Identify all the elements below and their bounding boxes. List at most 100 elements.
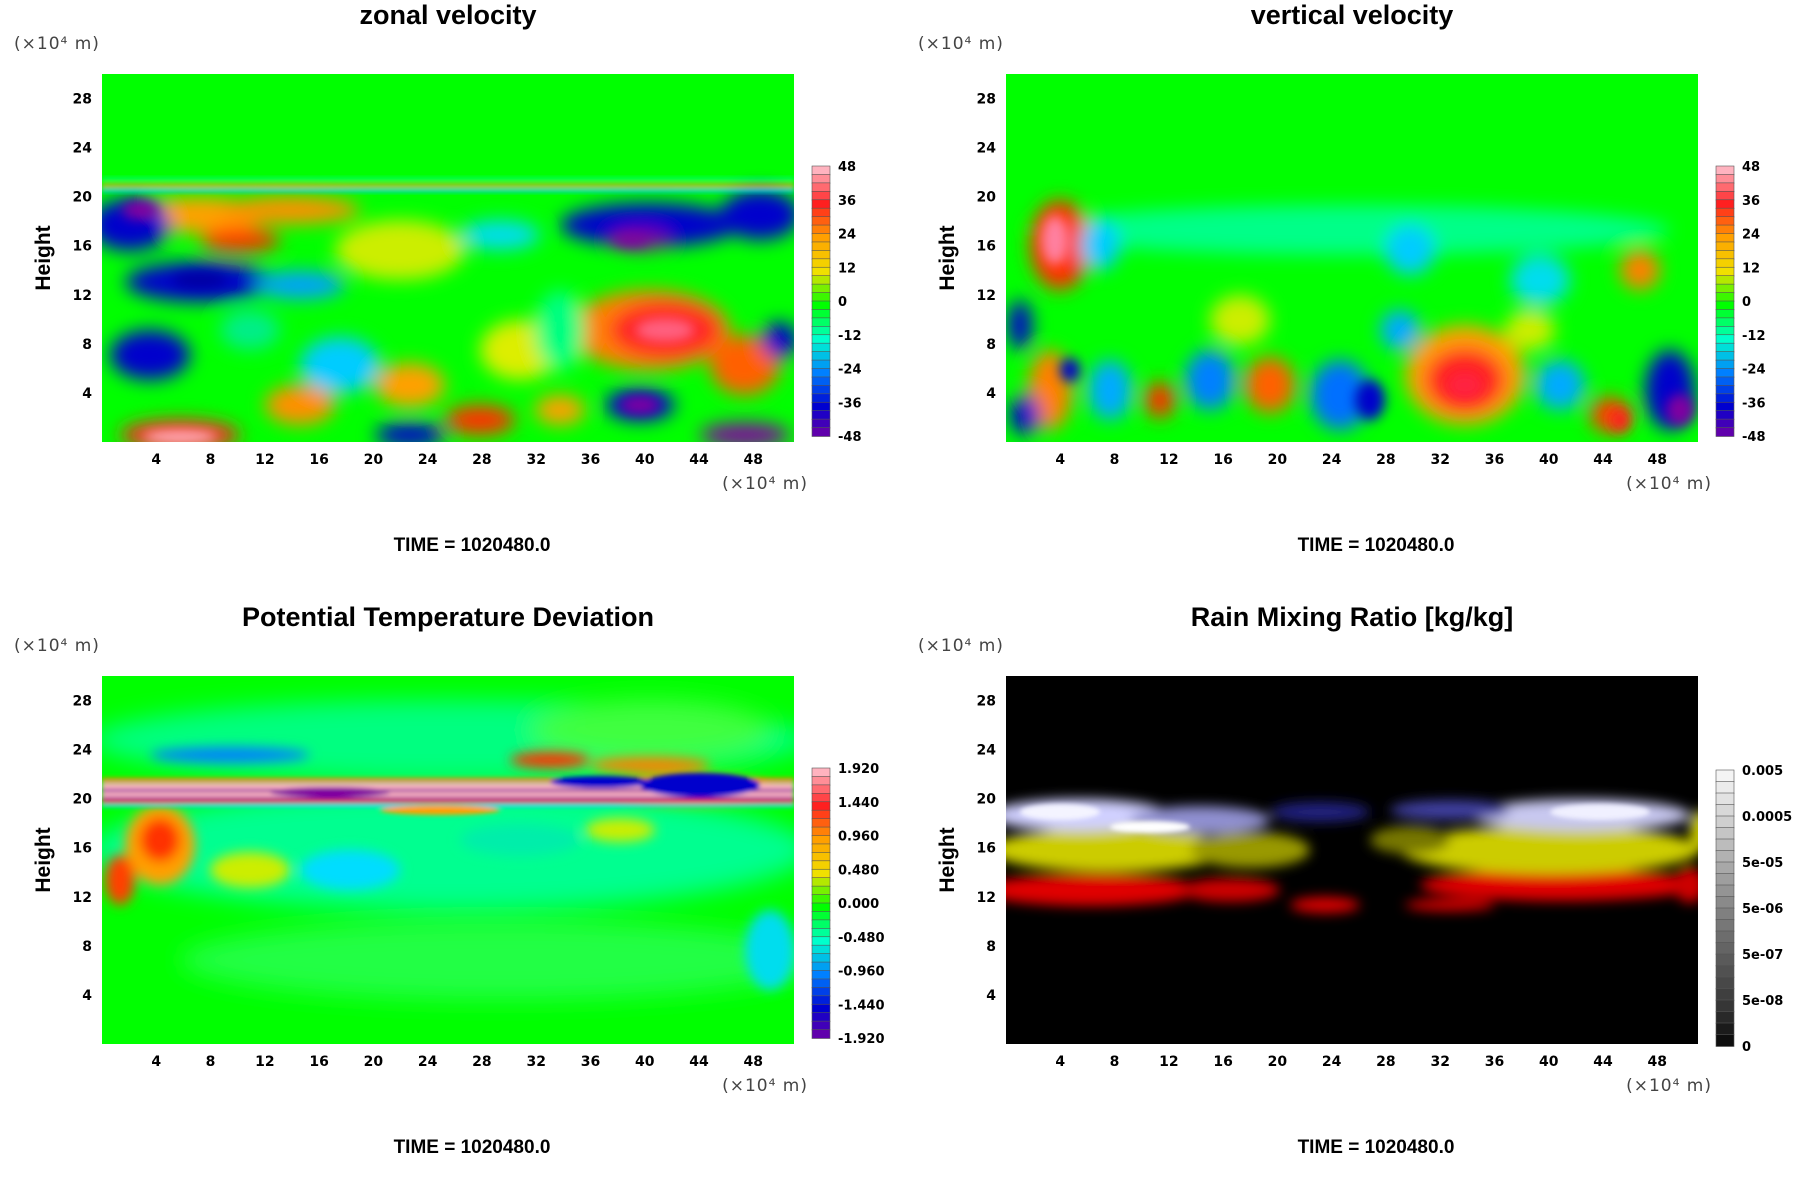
colorbar-label: 0.480	[838, 863, 879, 878]
colorbar-band	[1715, 861, 1735, 875]
y-tick-label: 8	[82, 939, 92, 955]
rain-mixing-ratio-panel: Rain Mixing Ratio [kg/kg] (×10⁴ m) Heigh…	[918, 602, 1792, 1158]
colorbar-label: 12	[838, 261, 856, 276]
colorbar-band	[811, 342, 831, 353]
colorbar-label: 0	[838, 295, 847, 310]
colorbar: 1.920 1.440 0.960 0.480 0.000 -0.480 -0.960 -1.…	[811, 762, 885, 1047]
x-tick-label: 48	[744, 1054, 763, 1070]
colorbar-band	[811, 258, 831, 269]
colorbar-band	[811, 944, 831, 955]
x-tick-label: 4	[1055, 1054, 1065, 1070]
y-tick-label: 28	[73, 694, 92, 710]
colorbar-label: 5e-08	[1742, 994, 1783, 1009]
colorbar-label: -12	[1742, 329, 1766, 344]
y-tick-label: 8	[986, 939, 996, 955]
colorbar-label: -36	[838, 396, 862, 411]
y-tick-label: 12	[977, 288, 996, 304]
x-tick-label: 20	[364, 1054, 384, 1070]
colorbar-label: -24	[838, 363, 862, 378]
panel-title: Potential Temperature Deviation	[242, 602, 654, 632]
y-ticks: 4 8 12 16 20 24 28	[73, 92, 93, 402]
colorbar-band	[1715, 418, 1735, 429]
colorbar-band	[811, 911, 831, 921]
colorbar-band	[1715, 342, 1735, 353]
colorbar-band	[811, 995, 831, 1006]
colorbar-label: -1.440	[838, 998, 885, 1013]
x-tick-label: 24	[1322, 452, 1342, 468]
y-tick-label: 4	[986, 988, 996, 1004]
y-tick-label: 8	[986, 337, 996, 353]
colorbar-label: 36	[1742, 194, 1760, 209]
colorbar-band	[1715, 376, 1735, 387]
colorbar-band	[1715, 182, 1735, 193]
x-tick-label: 36	[1485, 452, 1504, 468]
x-tick-label: 12	[255, 1054, 274, 1070]
y-axis-label: Height	[32, 225, 55, 290]
colorbar-band	[1715, 988, 1735, 1001]
y-axis-label: Height	[936, 827, 959, 892]
colorbar-band	[1715, 930, 1735, 944]
colorbar-band	[811, 393, 831, 404]
x-tick-label: 48	[1648, 452, 1667, 468]
x-tick-label: 24	[418, 1054, 438, 1070]
colorbar-label: 5e-07	[1742, 948, 1783, 963]
colorbar-label: 48	[1742, 160, 1760, 175]
colorbar-band	[811, 418, 831, 429]
colorbar-label: -48	[838, 430, 862, 445]
x-tick-label: 28	[1376, 452, 1395, 468]
y-unit-label: (×10⁴ m)	[918, 34, 1004, 54]
x-tick-label: 40	[1539, 1054, 1559, 1070]
colorbar-band	[1715, 896, 1735, 909]
x-ticks: 4 8 12 16 20 24 28 32 36 40 44 48	[1055, 452, 1667, 468]
colorbar-label: 24	[1742, 228, 1760, 243]
x-tick-label: 16	[309, 452, 328, 468]
panel-title: Rain Mixing Ratio [kg/kg]	[1191, 602, 1514, 632]
vertical-velocity-panel: vertical velocity (×10⁴ m) Height 4 8 12 16…	[918, 0, 1766, 556]
time-label: TIME = 1020480.0	[394, 535, 551, 556]
colorbar-band	[811, 902, 831, 913]
colorbar-band	[1715, 207, 1735, 218]
heatmap-field	[980, 676, 1710, 1044]
colorbar-band	[1715, 216, 1735, 226]
y-tick-label: 4	[82, 386, 92, 402]
colorbar-label: 0.000	[838, 897, 879, 912]
colorbar-band	[811, 826, 831, 837]
x-ticks: 4 8 12 16 20 24 28 32 36 40 44 48	[151, 1054, 763, 1070]
y-tick-label: 8	[82, 337, 92, 353]
x-tick-label: 36	[1485, 1054, 1504, 1070]
colorbar-band	[1715, 781, 1735, 794]
colorbar-band	[811, 165, 831, 176]
colorbar-band	[811, 401, 831, 412]
x-tick-label: 36	[581, 1054, 600, 1070]
colorbar-band	[811, 868, 831, 879]
x-tick-label: 4	[1055, 452, 1065, 468]
colorbar-band	[811, 928, 831, 938]
colorbar-label: 1.920	[838, 762, 879, 777]
x-tick-label: 8	[206, 1054, 216, 1070]
colorbar-band	[1715, 241, 1735, 252]
colorbar: 0.005 0.0005 5e-05 5e-06 5e-07 5e-08 0	[1715, 764, 1792, 1055]
colorbar-band	[1715, 769, 1735, 783]
x-tick-label: 16	[1213, 452, 1232, 468]
x-tick-label: 44	[1593, 452, 1613, 468]
colorbar-band	[811, 233, 831, 243]
colorbar-band	[811, 275, 831, 285]
colorbar-label: -36	[1742, 396, 1766, 411]
colorbar-band	[811, 978, 831, 989]
colorbar-band	[1715, 907, 1735, 921]
colorbar-label: 0.005	[1742, 764, 1783, 779]
colorbar-band	[1715, 199, 1735, 209]
colorbar-band	[811, 224, 831, 235]
colorbar-band	[811, 385, 831, 395]
colorbar-band	[1715, 999, 1735, 1013]
y-tick-label: 20	[73, 792, 93, 808]
colorbar-band	[811, 199, 831, 209]
x-tick-label: 36	[581, 452, 600, 468]
y-ticks: 4 8 12 16 20 24 28	[73, 694, 93, 1004]
colorbar-band	[1715, 275, 1735, 285]
colorbar-band	[1715, 401, 1735, 412]
colorbar-band	[1715, 334, 1735, 344]
colorbar-band	[1715, 792, 1735, 806]
x-tick-label: 8	[206, 452, 216, 468]
colorbar-label: -24	[1742, 363, 1766, 378]
